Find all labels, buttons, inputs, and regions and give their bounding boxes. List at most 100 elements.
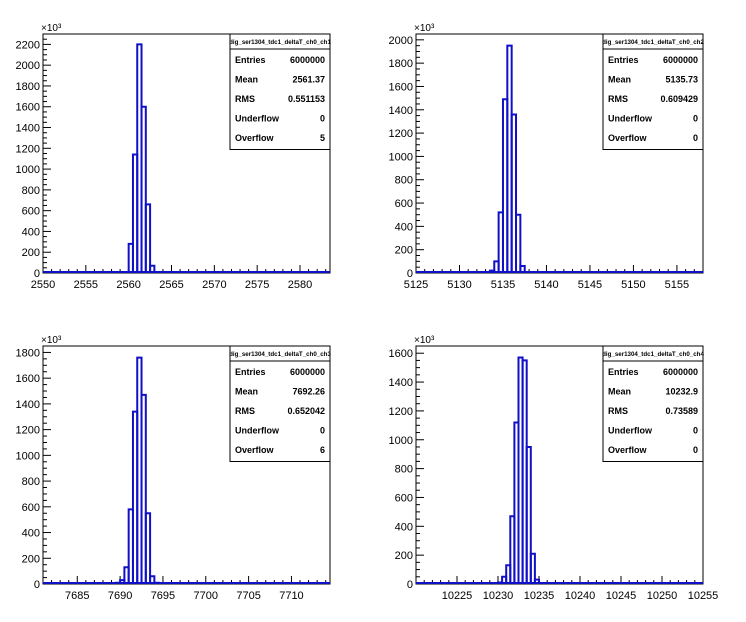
y-multiplier-label: ×10³ (414, 23, 435, 34)
y-tick-label: 1800 (16, 347, 40, 359)
y-tick-label: 1600 (389, 348, 413, 360)
y-multiplier-label: ×10³ (414, 335, 435, 346)
stats-box-title: dig_ser1304_tdc1_deltaT_ch0_ch1 (229, 39, 331, 46)
x-tick-label: 2565 (159, 279, 183, 291)
x-tick-label: 10250 (647, 590, 678, 602)
stats-label-rms: RMS (235, 406, 255, 416)
stats-value-underflow: 0 (320, 114, 325, 124)
stats-label-rms: RMS (608, 406, 628, 416)
stats-value-overflow: 0 (693, 445, 698, 455)
stats-box: dig_ser1304_tdc1_deltaT_ch0_ch1 Entries 60… (229, 33, 331, 150)
stats-label-entries: Entries (235, 367, 266, 377)
stats-label-overflow: Overflow (235, 133, 275, 143)
y-tick-label: 2000 (389, 35, 413, 47)
histogram-bin (533, 578, 540, 583)
x-tick-label: 5155 (665, 279, 689, 291)
x-tick-label: 10240 (565, 590, 596, 602)
y-tick-label: 0 (407, 268, 413, 280)
stats-value-rms: 0.609429 (660, 94, 698, 104)
histogram-bin (140, 393, 147, 583)
x-tick-label: 10255 (688, 590, 719, 602)
y-multiplier-label: ×10³ (41, 335, 62, 346)
stats-label-overflow: Overflow (608, 133, 648, 143)
stats-value-underflow: 0 (693, 426, 698, 436)
y-tick-label: 2000 (16, 60, 40, 72)
y-tick-label: 800 (22, 476, 40, 488)
histogram-bin (144, 203, 152, 272)
stats-label-mean: Mean (235, 387, 258, 397)
y-tick-label: 600 (22, 502, 40, 514)
stats-box-title: dig_ser1304_tdc1_deltaT_ch0_ch3 (229, 351, 331, 358)
histogram-bin (519, 265, 526, 272)
y-tick-label: 200 (395, 550, 413, 562)
stats-value-overflow: 0 (693, 133, 698, 143)
y-tick-label: 0 (34, 268, 40, 280)
x-tick-label: 2580 (288, 279, 312, 291)
stats-value-mean: 2561.37 (292, 75, 325, 85)
x-tick-label: 10230 (483, 590, 514, 602)
x-tick-label: 7705 (236, 590, 260, 602)
y-tick-label: 1400 (389, 377, 413, 389)
stats-label-underflow: Underflow (608, 114, 653, 124)
stats-value-entries: 6000000 (290, 55, 325, 65)
y-tick-label: 1200 (389, 128, 413, 140)
y-tick-label: 0 (34, 579, 40, 591)
stats-box-frame (602, 345, 704, 462)
x-tick-label: 5130 (447, 279, 471, 291)
y-tick-label: 1200 (16, 143, 40, 155)
y-tick-label: 400 (395, 221, 413, 233)
histogram-panel-4: 0 200 400 600 800 1000 1200 1400 1600 10225 10230 1… (389, 335, 719, 602)
stats-box-title: dig_ser1304_tdc1_deltaT_ch0_ch2 (602, 39, 704, 46)
stats-label-mean: Mean (235, 75, 258, 85)
y-tick-label: 800 (22, 185, 40, 197)
x-tick-label: 10235 (524, 590, 555, 602)
y-tick-label: 1000 (389, 151, 413, 163)
y-tick-label: 400 (22, 226, 40, 238)
x-tick-label: 10225 (442, 590, 473, 602)
histogram-panel-3: 0 200 400 600 800 1000 1200 1400 1600 1800 7685 769… (16, 335, 332, 602)
stats-label-underflow: Underflow (235, 426, 280, 436)
histogram-bin (140, 105, 147, 272)
y-tick-label: 200 (395, 245, 413, 257)
y-tick-label: 600 (395, 492, 413, 504)
stats-value-overflow: 5 (320, 133, 325, 143)
x-tick-label: 7710 (279, 590, 303, 602)
histogram-panel-2: 0 200 400 600 800 1000 1200 1400 1600 1800 2000 512… (389, 23, 705, 291)
stats-label-mean: Mean (608, 75, 631, 85)
x-tick-label: 5135 (491, 279, 515, 291)
x-tick-label: 5150 (621, 279, 645, 291)
stats-label-entries: Entries (608, 55, 639, 65)
stats-value-rms: 0.551153 (288, 94, 325, 104)
x-tick-label: 7685 (65, 590, 89, 602)
stats-box-frame (229, 33, 331, 150)
stats-value-mean: 5135.73 (665, 75, 698, 85)
stats-label-overflow: Overflow (235, 445, 275, 455)
y-tick-label: 800 (395, 175, 413, 187)
y-tick-label: 1400 (16, 399, 40, 411)
x-tick-label: 2575 (245, 279, 269, 291)
y-tick-label: 1600 (16, 102, 40, 114)
stats-label-underflow: Underflow (608, 426, 653, 436)
histogram-bin (149, 264, 156, 272)
stats-box-frame (602, 33, 704, 150)
x-tick-label: 2550 (31, 279, 55, 291)
stats-box-frame (229, 345, 331, 462)
stats-value-entries: 6000000 (663, 55, 698, 65)
stats-value-mean: 7692.26 (292, 387, 325, 397)
y-tick-label: 1800 (16, 81, 40, 93)
stats-label-mean: Mean (608, 387, 631, 397)
histogram-bin (144, 512, 152, 583)
y-tick-label: 1200 (389, 406, 413, 418)
histogram-bin (149, 575, 156, 583)
stats-value-rms: 0.652042 (287, 406, 325, 416)
x-tick-label: 2570 (202, 279, 226, 291)
y-tick-label: 1400 (16, 123, 40, 135)
y-tick-label: 1000 (16, 164, 40, 176)
y-multiplier-label: ×10³ (41, 23, 62, 34)
stats-value-underflow: 0 (693, 114, 698, 124)
stats-label-entries: Entries (608, 367, 639, 377)
x-tick-label: 5125 (404, 279, 428, 291)
x-tick-label: 2555 (74, 279, 98, 291)
histogram-bin (529, 552, 536, 583)
